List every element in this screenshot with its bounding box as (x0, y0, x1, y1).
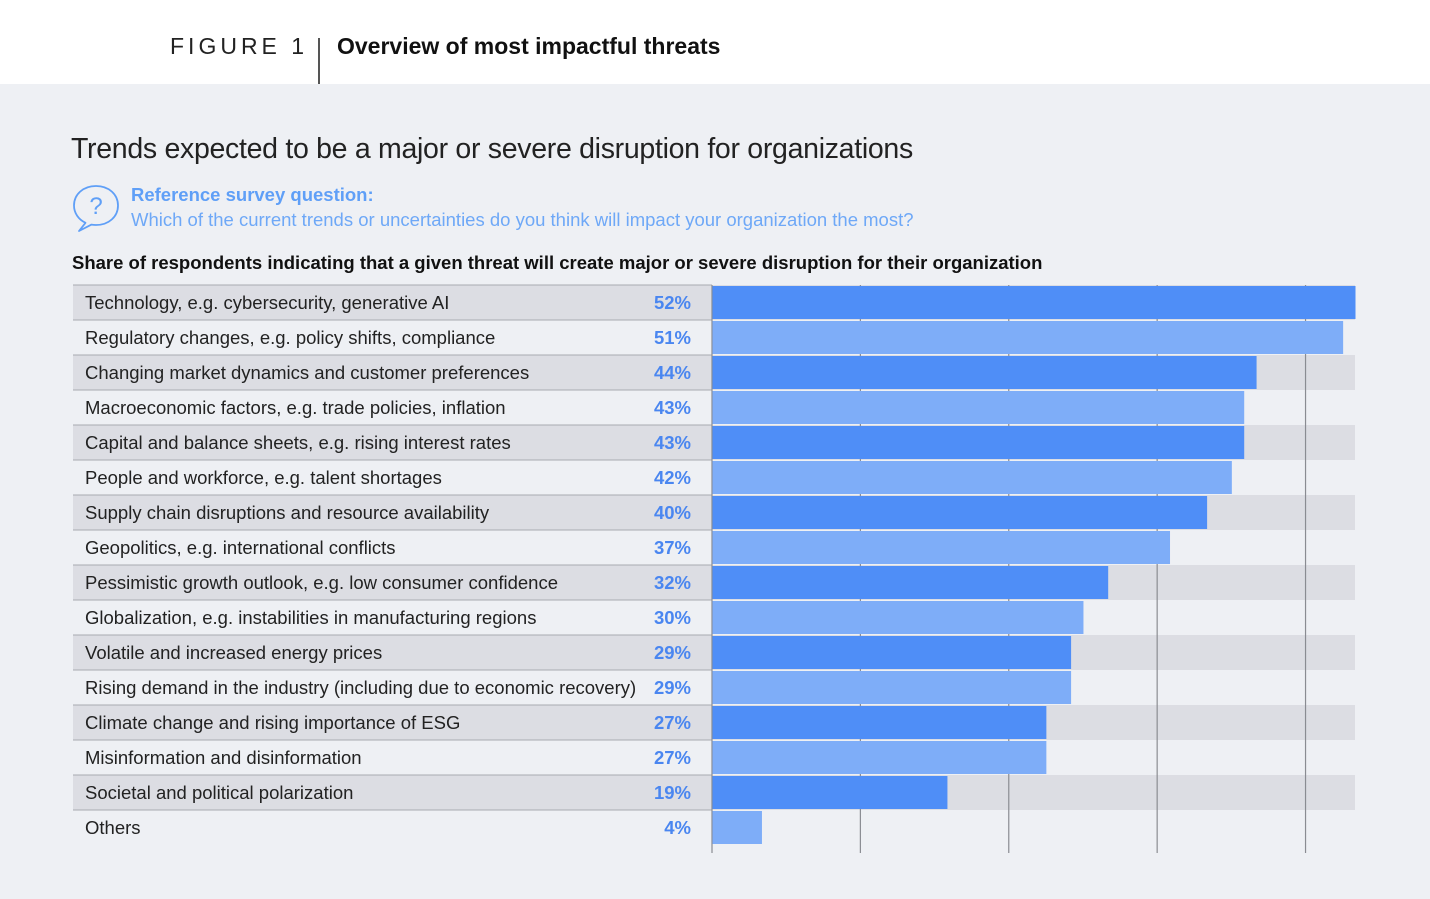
category-label: Pessimistic growth outlook, e.g. low con… (85, 572, 558, 593)
bar (712, 671, 1072, 704)
bar (712, 461, 1232, 494)
bar (712, 286, 1356, 319)
bar (712, 706, 1047, 739)
category-label: Geopolitics, e.g. international conflict… (85, 537, 396, 558)
bar (712, 566, 1109, 599)
value-label: 29% (654, 642, 691, 663)
value-label: 44% (654, 362, 691, 383)
category-label: Regulatory changes, e.g. policy shifts, … (85, 327, 495, 348)
question-label: Reference survey question: (131, 184, 374, 205)
figure-title: Overview of most impactful threats (337, 33, 721, 59)
bar (712, 496, 1208, 529)
value-label: 43% (654, 397, 691, 418)
value-label: 4% (664, 817, 691, 838)
value-label: 51% (654, 327, 691, 348)
bar (712, 531, 1171, 564)
bar (712, 391, 1245, 424)
value-label: 52% (654, 292, 691, 313)
category-label: Others (85, 817, 141, 838)
category-label: Supply chain disruptions and resource av… (85, 502, 490, 523)
value-label: 32% (654, 572, 691, 593)
category-label: Climate change and rising importance of … (85, 712, 460, 733)
category-label: Misinformation and disinformation (85, 747, 362, 768)
category-label: Globalization, e.g. instabilities in man… (85, 607, 536, 628)
category-label: People and workforce, e.g. talent shorta… (85, 467, 442, 488)
bar (712, 356, 1257, 389)
bar (712, 741, 1047, 774)
value-label: 19% (654, 782, 691, 803)
bar (712, 636, 1072, 669)
category-label: Capital and balance sheets, e.g. rising … (85, 432, 511, 453)
bar (712, 776, 948, 809)
bar (712, 426, 1245, 459)
bar (712, 321, 1344, 354)
value-label: 37% (654, 537, 691, 558)
category-label: Macroeconomic factors, e.g. trade polici… (85, 397, 506, 418)
bar (712, 601, 1084, 634)
value-label: 42% (654, 467, 691, 488)
value-label: 30% (654, 607, 691, 628)
value-label: 43% (654, 432, 691, 453)
value-label: 40% (654, 502, 691, 523)
category-label: Volatile and increased energy prices (85, 642, 382, 663)
svg-text:?: ? (89, 193, 102, 220)
question-bubble-icon: ? (73, 185, 119, 232)
value-label: 27% (654, 747, 691, 768)
value-label: 27% (654, 712, 691, 733)
category-label: Technology, e.g. cybersecurity, generati… (85, 292, 449, 313)
category-label: Changing market dynamics and customer pr… (85, 362, 529, 383)
figure-header: FIGURE 1 Overview of most impactful thre… (0, 0, 1430, 84)
chart-subtitle: Share of respondents indicating that a g… (72, 252, 1043, 273)
value-label: 29% (654, 677, 691, 698)
question-text: Which of the current trends or uncertain… (131, 209, 914, 230)
category-label: Rising demand in the industry (including… (85, 677, 636, 698)
header-divider (318, 38, 320, 84)
chart-title: Trends expected to be a major or severe … (71, 133, 913, 165)
bar (712, 811, 762, 844)
category-label: Societal and political polarization (85, 782, 353, 803)
figure-label: FIGURE 1 (170, 33, 309, 59)
